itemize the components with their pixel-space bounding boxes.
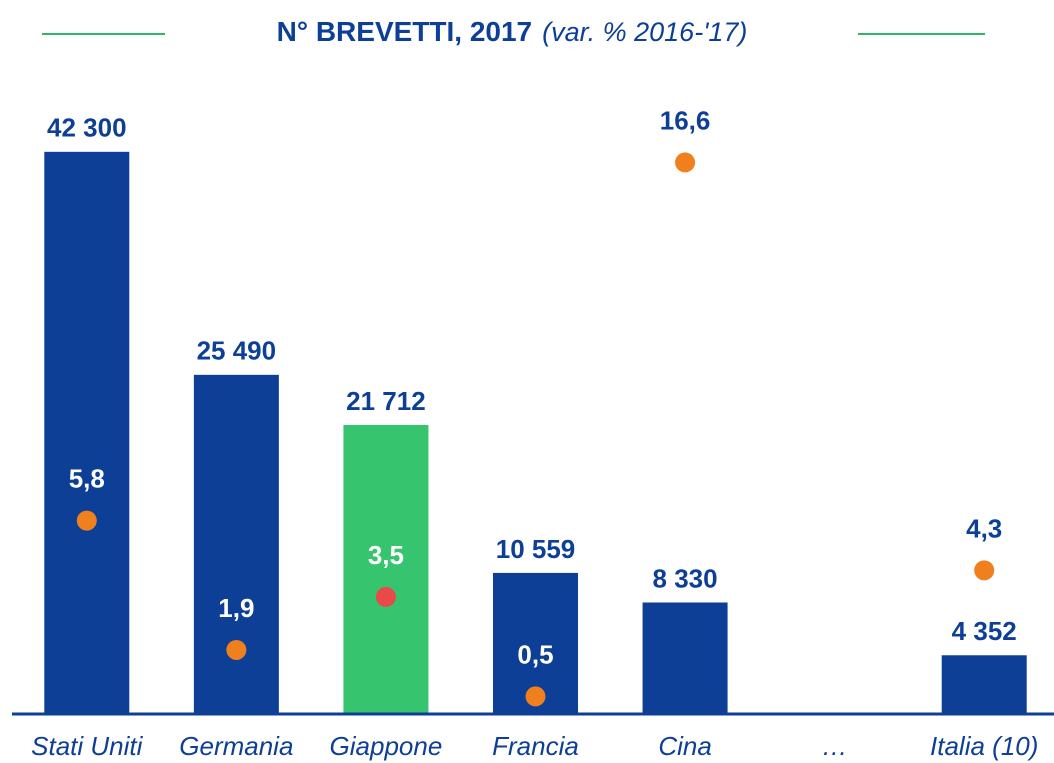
- x-tick-label: Stati Uniti: [31, 731, 143, 761]
- change-value-label: 3,5: [368, 540, 404, 570]
- bar: [193, 374, 279, 713]
- bar: [642, 602, 728, 713]
- change-dot: [375, 586, 396, 607]
- bar-value-label: 4 352: [952, 616, 1017, 646]
- change-value-label: 16,6: [660, 105, 711, 135]
- x-tick-label: Italia (10): [930, 731, 1038, 761]
- bar: [941, 655, 1027, 713]
- change-dot: [226, 639, 247, 660]
- change-value-label: 0,5: [517, 639, 553, 669]
- chart-subtitle: (var. % 2016-'17): [542, 17, 747, 47]
- x-tick-label: Giappone: [330, 731, 443, 761]
- bar: [343, 424, 429, 713]
- change-value-label: 1,9: [218, 593, 254, 623]
- chart-title: N° BREVETTI, 2017: [277, 16, 533, 47]
- bar-value-label: 42 300: [47, 113, 127, 143]
- change-dot: [76, 510, 97, 531]
- bar-value-label: 21 712: [346, 386, 426, 416]
- bar-value-label: 10 559: [496, 534, 576, 564]
- x-tick-label: …: [822, 731, 848, 761]
- change-dot: [675, 152, 696, 173]
- bar-value-label: 25 490: [197, 336, 277, 366]
- change-value-label: 4,3: [966, 513, 1002, 543]
- bar: [44, 151, 130, 713]
- x-tick-label: Cina: [658, 731, 711, 761]
- bar-value-label: 8 330: [653, 563, 718, 593]
- x-tick-label: Francia: [492, 731, 579, 761]
- change-value-label: 5,8: [69, 464, 105, 494]
- change-dot: [525, 686, 546, 707]
- chart-title-group: N° BREVETTI, 2017 (var. % 2016-'17): [277, 16, 748, 47]
- x-tick-label: Germania: [179, 731, 293, 761]
- change-dot: [974, 560, 995, 581]
